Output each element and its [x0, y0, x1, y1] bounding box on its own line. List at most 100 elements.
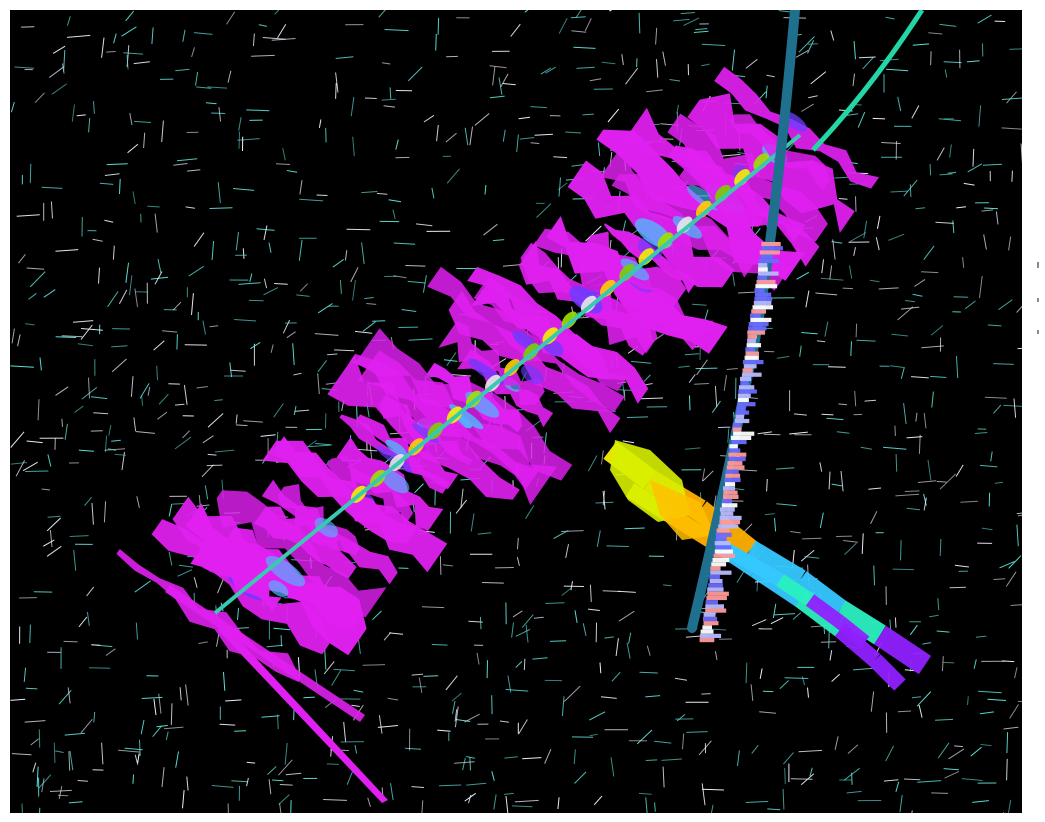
grid-segment [339, 280, 342, 294]
log-track-sample [728, 456, 746, 462]
grid-segment [689, 395, 691, 411]
fracture-ribbon-segment [776, 574, 814, 606]
grid-segment [162, 330, 178, 333]
grid-segment [411, 786, 425, 788]
grid-segment [565, 131, 582, 134]
right-edge-strip [1022, 0, 1045, 822]
grid-segment [881, 142, 901, 144]
grid-segment [793, 413, 807, 416]
grid-segment [435, 33, 437, 51]
log-track-sample [708, 583, 723, 588]
grid-segment [601, 450, 604, 465]
log-track-sample [738, 385, 755, 390]
grid-segment [877, 215, 881, 229]
grid-segment [929, 614, 939, 618]
log-track-sample [736, 406, 746, 411]
grid-segment [517, 537, 519, 550]
grid-segment [525, 624, 529, 643]
grid-segment [1005, 571, 1017, 587]
grid-segment [267, 766, 277, 775]
grid-segment [695, 367, 718, 370]
scene-canvas[interactable] [10, 10, 1022, 813]
grid-segment [939, 23, 957, 27]
log-track-sample [733, 431, 755, 436]
grid-segment [49, 66, 65, 78]
grid-segment [462, 757, 466, 771]
log-track-sample [738, 389, 757, 394]
grid-segment [61, 418, 63, 427]
grid-segment [523, 658, 526, 671]
grid-segment [766, 478, 768, 492]
intersection-marker [714, 184, 731, 202]
grid-segment [783, 752, 794, 765]
grid-segment [947, 171, 957, 174]
grid-segment [80, 324, 93, 340]
grid-segment [540, 67, 552, 75]
grid-segment [77, 780, 88, 782]
grid-segment [975, 635, 987, 638]
grid-segment [261, 715, 280, 718]
grid-segment [214, 399, 223, 401]
log-track-sample [720, 511, 734, 516]
grid-segment [972, 800, 989, 803]
grid-segment [446, 168, 460, 184]
grid-segment [844, 542, 857, 555]
grid-segment [611, 671, 621, 682]
grid-segment [299, 198, 324, 202]
log-track-sample [715, 536, 727, 542]
grid-segment [923, 493, 927, 506]
grid-segment [249, 273, 253, 283]
grid-segment [367, 797, 371, 807]
grid-segment [561, 587, 572, 596]
grid-segment [414, 483, 424, 494]
grid-segment [88, 117, 91, 133]
grid-segment [870, 511, 878, 525]
grid-segment [856, 339, 876, 342]
grid-segment [1017, 514, 1022, 517]
grid-segment [188, 265, 205, 277]
grid-segment [316, 194, 328, 196]
grid-segment [905, 300, 916, 303]
grid-segment [915, 412, 918, 422]
grid-segment [1020, 143, 1022, 163]
grid-segment [1006, 758, 1008, 781]
grid-segment [807, 40, 815, 54]
grid-segment [984, 207, 999, 210]
grid-segment [405, 265, 426, 267]
3d-viewport[interactable] [10, 10, 1022, 813]
grid-segment [807, 687, 809, 698]
grid-segment [943, 768, 959, 771]
grid-segment [214, 449, 235, 453]
grid-segment [161, 120, 164, 143]
grid-segment [799, 345, 802, 357]
grid-segment [442, 564, 453, 567]
grid-segment [624, 527, 645, 530]
grid-segment [921, 271, 939, 274]
grid-segment [431, 187, 435, 199]
grid-segment [274, 10, 280, 15]
grid-segment [990, 451, 993, 462]
grid-segment [451, 692, 462, 702]
grid-segment [352, 136, 355, 157]
grid-segment [74, 405, 84, 413]
grid-segment [390, 783, 394, 800]
grid-segment [193, 32, 213, 35]
grid-segment [437, 729, 451, 732]
grid-segment [830, 30, 835, 41]
grid-segment [393, 242, 416, 245]
grid-segment [133, 61, 150, 65]
grid-segment [489, 65, 507, 69]
grid-segment [47, 454, 52, 467]
grid-segment [532, 657, 548, 660]
log-track-sample [699, 638, 715, 643]
intersection-marker [619, 264, 636, 282]
grid-segment [912, 43, 930, 46]
grid-segment [852, 667, 876, 671]
grid-segment [351, 704, 360, 707]
grid-segment [819, 512, 824, 529]
grid-segment [237, 138, 260, 141]
grid-segment [714, 385, 718, 408]
grid-segment [1010, 604, 1022, 606]
log-track-sample [705, 604, 724, 609]
grid-segment [262, 37, 286, 40]
